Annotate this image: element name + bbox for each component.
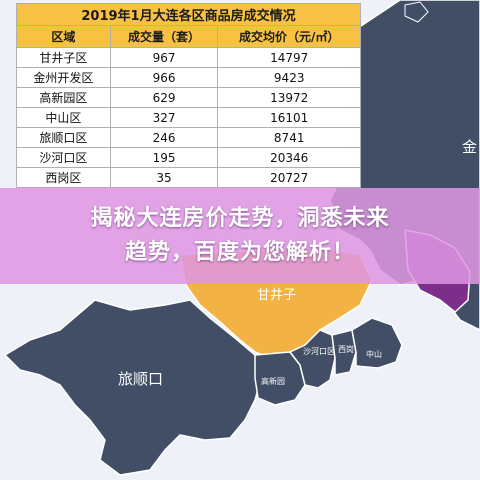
- table-row: 高新园区 629 13972: [16, 87, 361, 108]
- cell-volume: 327: [109, 107, 219, 128]
- table-row: 甘井子区 967 14797: [16, 47, 361, 68]
- lvshunkou-district: [3, 299, 263, 476]
- table-row: 金州开发区 966 9423: [16, 67, 361, 88]
- cell-region: 金州开发区: [16, 67, 111, 88]
- header-volume: 成交量（套）: [109, 25, 219, 48]
- cell-region: 西岗区: [16, 167, 111, 188]
- cell-price: 9423: [217, 67, 361, 88]
- cell-volume: 629: [109, 87, 219, 108]
- label-ganjingzi: 甘井子: [257, 288, 297, 303]
- cell-region: 甘井子区: [16, 47, 111, 68]
- table-row: 西岗区 35 20727: [16, 167, 361, 188]
- shahekou-district: [288, 329, 336, 389]
- table-row: 中山区 327 16101: [16, 107, 361, 128]
- table-row: 沙河口区 195 20346: [16, 147, 361, 168]
- cell-volume: 966: [109, 67, 219, 88]
- cell-price: 16101: [217, 107, 361, 128]
- zhongshan-district: [351, 317, 403, 369]
- cell-region: 沙河口区: [16, 147, 111, 168]
- header-avg-price: 成交均价（元/㎡）: [217, 25, 361, 48]
- island-shape: [404, 1, 429, 23]
- table-title-row: 2019年1月大连各区商品房成交情况: [16, 3, 361, 26]
- cell-price: 8741: [217, 127, 361, 148]
- header-region: 区域: [16, 25, 111, 48]
- table-title: 2019年1月大连各区商品房成交情况: [16, 3, 361, 26]
- label-zhongshan: 中山: [366, 350, 382, 359]
- headline-line-2: 趋势，百度为您解析！: [124, 240, 355, 265]
- label-shahekou: 沙河口区: [303, 347, 335, 356]
- label-xigang: 西岗: [338, 345, 354, 354]
- cell-volume: 195: [109, 147, 219, 168]
- cell-region: 旅顺口区: [16, 127, 111, 148]
- cell-price: 14797: [217, 47, 361, 68]
- cell-region: 高新园区: [16, 87, 111, 108]
- label-jinzhou-partial: 金: [462, 138, 478, 156]
- cell-price: 13972: [217, 87, 361, 108]
- label-gaoxinyuan: 高新园: [261, 377, 285, 386]
- headline-banner: [0, 188, 480, 284]
- cell-region: 中山区: [16, 107, 111, 128]
- cell-price: 20346: [217, 147, 361, 168]
- headline-text: 揭秘大连房价走势，洞悉未来 趋势，百度为您解析！: [0, 202, 480, 270]
- islet-shape: [112, 436, 122, 446]
- cell-price: 20727: [217, 167, 361, 188]
- table-header-row: 区域 成交量（套） 成交均价（元/㎡）: [16, 25, 361, 48]
- housing-sales-table: 2019年1月大连各区商品房成交情况 区域 成交量（套） 成交均价（元/㎡） 甘…: [16, 3, 361, 188]
- cell-volume: 246: [109, 127, 219, 148]
- headline-line-1: 揭秘大连房价走势，洞悉未来: [90, 206, 390, 231]
- cell-volume: 967: [109, 47, 219, 68]
- table-row: 旅顺口区 246 8741: [16, 127, 361, 148]
- cell-volume: 35: [109, 167, 219, 188]
- label-lvshunkou: 旅顺口: [118, 370, 164, 388]
